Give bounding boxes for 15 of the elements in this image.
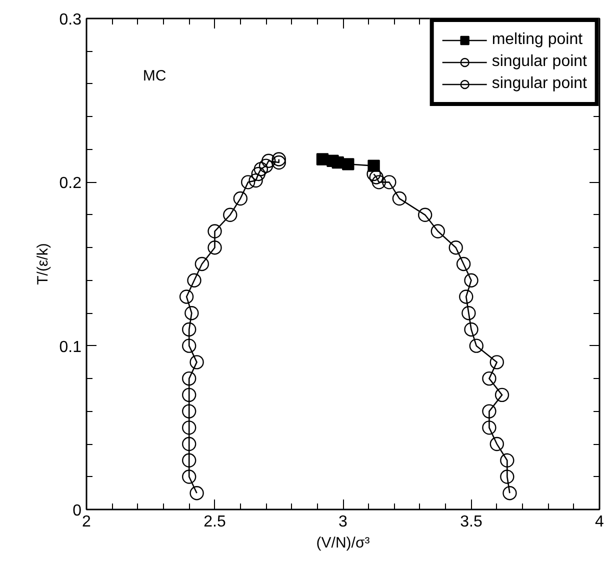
x-tick-label: 2.5 [204,514,226,530]
y-tick-label: 0.2 [59,175,82,192]
legend-label: melting point [492,31,583,49]
y-axis-title: T/(ε/k) [34,243,52,285]
x-tick-label: 2 [82,514,92,530]
annotation: MC [142,68,166,85]
y-tick-label: 0 [72,502,82,520]
legend-label: singular point [492,75,587,93]
x-tick-label: 4 [595,514,604,530]
y-tick-label: 0.3 [59,12,82,28]
x-tick-label: 3.5 [460,514,482,530]
x-tick-label: 3 [338,514,348,530]
y-tick-label: 0.1 [59,338,82,356]
legend-label: singular point [492,53,587,71]
x-axis-title: (V/N)/σ³ [316,534,370,552]
